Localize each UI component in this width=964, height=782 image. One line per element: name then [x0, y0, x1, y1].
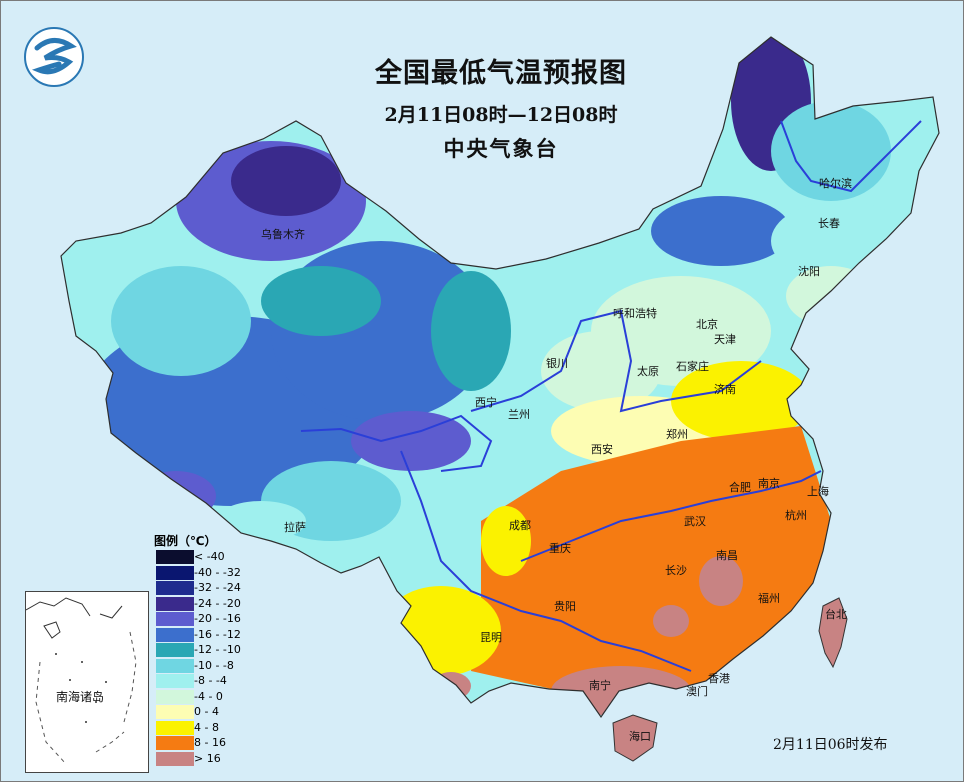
- city-label: 澳门: [686, 685, 708, 698]
- legend-item: < -40: [154, 549, 234, 565]
- legend-item: -40 - -32: [154, 565, 241, 581]
- city-label: 武汉: [684, 515, 706, 528]
- legend-item: -16 - -12: [154, 627, 241, 643]
- legend-label: < -40: [194, 550, 225, 563]
- legend-label: -12 - -10: [194, 643, 241, 656]
- legend-item: 8 - 16: [154, 735, 234, 751]
- legend-item: -32 - -24: [154, 580, 241, 596]
- legend-label: -32 - -24: [194, 581, 241, 594]
- legend-label: -4 - 0: [194, 689, 223, 703]
- city-label: 银川: [546, 357, 568, 370]
- legend-swatch: [156, 596, 194, 611]
- legend-item: -10 - -8: [154, 658, 234, 674]
- legend-label: -8 - -4: [194, 674, 227, 687]
- city-label: 南京: [758, 477, 780, 490]
- legend: 图例（℃） < -40 -40 - -32 -32 - -24 -24 - -2…: [154, 533, 241, 767]
- city-label: 太原: [637, 365, 659, 378]
- city-label: 南昌: [716, 549, 738, 562]
- legend-item: -12 - -10: [154, 642, 241, 658]
- city-label: 石家庄: [676, 360, 709, 373]
- legend-swatch: [156, 658, 194, 673]
- legend-label: 0 - 4: [194, 705, 219, 718]
- city-label: 杭州: [785, 509, 807, 522]
- south-china-sea-inset: 南海诸岛: [25, 591, 149, 773]
- city-label: 长沙: [665, 564, 687, 577]
- legend-swatch: [156, 751, 194, 766]
- city-label: 合肥: [729, 481, 751, 494]
- map-title: 全国最低气温预报图: [375, 58, 627, 89]
- legend-item: 0 - 4: [154, 704, 234, 720]
- legend-item: -20 - -16: [154, 611, 241, 627]
- legend-swatch: [156, 550, 194, 564]
- legend-label: -16 - -12: [194, 627, 241, 641]
- city-label: 福州: [758, 592, 780, 605]
- city-label: 乌鲁木齐: [261, 228, 305, 241]
- city-label: 沈阳: [798, 265, 820, 278]
- legend-swatch: [156, 720, 194, 735]
- city-label: 上海: [807, 485, 829, 498]
- legend-item: > 16: [154, 751, 234, 767]
- legend-label: 4 - 8: [194, 720, 219, 734]
- city-label: 北京: [696, 318, 718, 331]
- legend-label: > 16: [194, 751, 221, 765]
- agency-name: 中央气象台: [443, 136, 559, 161]
- city-label: 贵阳: [554, 600, 576, 613]
- city-label: 呼和浩特: [613, 307, 657, 320]
- legend-label: 8 - 16: [194, 736, 226, 749]
- city-label: 西安: [591, 443, 613, 456]
- legend-swatch: [156, 674, 194, 688]
- legend-item: 4 - 8: [154, 720, 234, 736]
- legend-swatch: [156, 689, 194, 704]
- legend-label: -40 - -32: [194, 565, 241, 579]
- legend-swatch: [156, 736, 194, 750]
- legend-label: -10 - -8: [194, 658, 234, 672]
- legend-title: 图例（℃）: [154, 534, 217, 548]
- issue-time: 2月11日06时发布: [773, 737, 888, 753]
- city-label: 哈尔滨: [819, 177, 852, 190]
- city-label: 香港: [708, 672, 730, 685]
- city-label: 兰州: [508, 408, 530, 421]
- legend-swatch: [156, 612, 194, 626]
- city-label: 台北: [825, 608, 847, 621]
- city-label: 重庆: [549, 542, 571, 555]
- city-label: 天津: [714, 333, 736, 346]
- legend-label: -24 - -20: [194, 596, 241, 610]
- cma-logo: [24, 27, 84, 87]
- map-subtitle: 2月11日08时—12日08时: [384, 104, 618, 126]
- city-label: 成都: [509, 519, 531, 532]
- inset-map: [25, 597, 137, 765]
- legend-item: -24 - -20: [154, 596, 241, 612]
- legend-item: -8 - -4: [154, 673, 234, 689]
- legend-swatch: [156, 581, 194, 595]
- legend-label: -20 - -16: [194, 612, 241, 625]
- legend-swatch: [156, 627, 194, 642]
- city-label: 拉萨: [284, 521, 306, 534]
- city-label: 海口: [629, 730, 651, 743]
- city-label: 郑州: [666, 428, 688, 441]
- legend-swatch: [156, 643, 194, 657]
- legend-swatch: [156, 565, 194, 580]
- legend-item: -4 - 0: [154, 689, 234, 705]
- city-label: 济南: [714, 383, 736, 396]
- city-label: 长春: [818, 217, 840, 230]
- city-label: 昆明: [480, 631, 502, 644]
- legend-swatch: [156, 705, 194, 719]
- inset-label: 南海诸岛: [56, 690, 105, 704]
- city-label: 西宁: [475, 396, 497, 409]
- city-label: 南宁: [589, 679, 611, 692]
